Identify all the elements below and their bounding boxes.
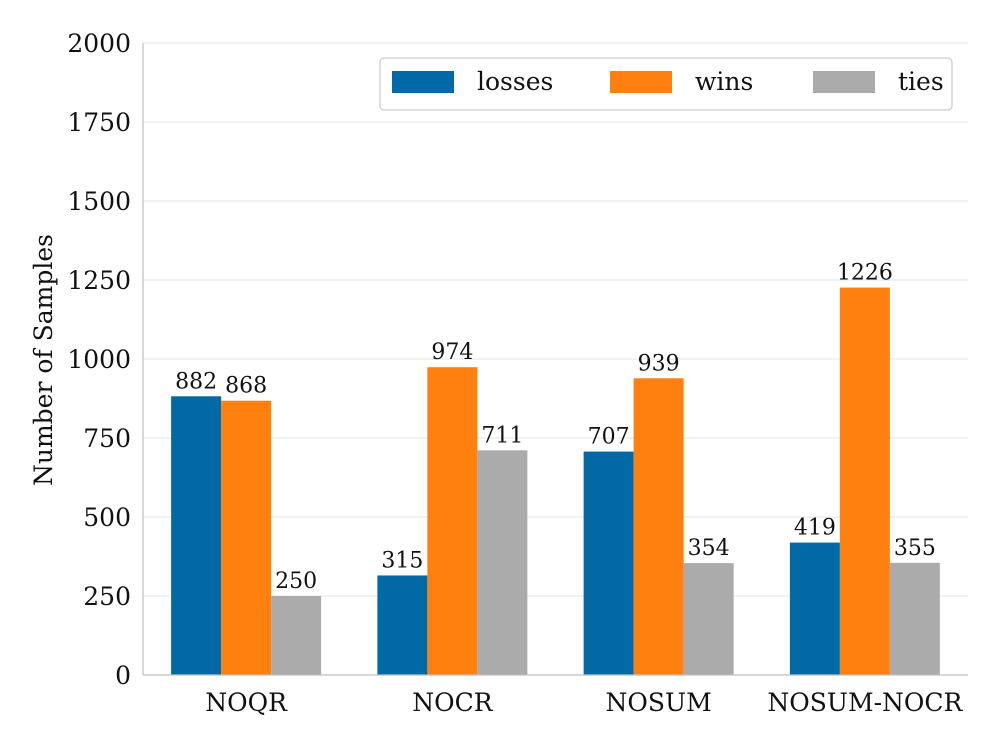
bar-wins	[633, 378, 684, 675]
bar-losses	[171, 396, 222, 675]
data-labels: 882 868 250 315 974 711 707 939 354 419 1226 355	[175, 261, 936, 594]
x-tick-label: NOQR	[205, 688, 288, 717]
data-label-ties: 250	[275, 569, 317, 594]
legend-label-ties: ties	[898, 67, 944, 96]
y-tick-label: 1000	[67, 345, 131, 374]
legend-swatch-losses	[392, 71, 454, 93]
y-tick-label: 750	[83, 424, 131, 453]
y-tick-label: 0	[115, 661, 131, 690]
legend-label-wins: wins	[695, 67, 753, 96]
bar-wins	[427, 367, 478, 675]
bar-losses	[377, 575, 428, 675]
legend: losses wins ties	[379, 57, 953, 111]
data-label-wins: 1226	[837, 261, 893, 286]
x-tick-label: NOSUM-NOCR	[767, 688, 963, 717]
axes	[142, 43, 968, 676]
bar-losses	[789, 542, 840, 675]
y-axis-label: Number of Samples	[29, 234, 58, 486]
y-tick-label: 250	[83, 582, 131, 611]
data-label-losses: 419	[794, 516, 836, 541]
y-tick-label: 1250	[67, 266, 131, 295]
data-label-wins: 939	[638, 351, 680, 376]
data-label-ties: 711	[481, 423, 523, 448]
data-label-ties: 355	[894, 536, 936, 561]
x-tick-label: NOCR	[412, 688, 493, 717]
bar-wins	[221, 400, 272, 675]
y-tick-label: 1500	[67, 187, 131, 216]
data-label-losses: 315	[381, 548, 423, 573]
bar-ties	[271, 596, 322, 675]
bars	[171, 287, 940, 675]
data-label-ties: 354	[688, 536, 730, 561]
grid-lines	[143, 42, 968, 597]
legend-swatch-ties	[813, 71, 875, 93]
data-label-wins: 974	[431, 340, 473, 365]
x-tick-label: NOSUM	[606, 688, 712, 717]
bar-ties	[477, 450, 528, 675]
y-tick-label: 1750	[67, 108, 131, 137]
legend-swatch-wins	[610, 71, 672, 93]
y-tick-labels: 0 250 500 750 1000 1250 1500 1750 2000	[67, 29, 131, 690]
y-tick-label: 500	[83, 503, 131, 532]
data-label-losses: 882	[175, 369, 217, 394]
data-label-losses: 707	[588, 425, 630, 450]
bar-losses	[583, 451, 634, 675]
bar-ties	[683, 563, 734, 675]
legend-label-losses: losses	[477, 67, 553, 96]
x-tick-labels: NOQR NOCR NOSUM NOSUM-NOCR	[205, 688, 963, 717]
y-tick-label: 2000	[67, 29, 131, 58]
bar-ties	[889, 562, 940, 675]
bar-wins	[839, 287, 890, 675]
data-label-wins: 868	[225, 374, 267, 399]
